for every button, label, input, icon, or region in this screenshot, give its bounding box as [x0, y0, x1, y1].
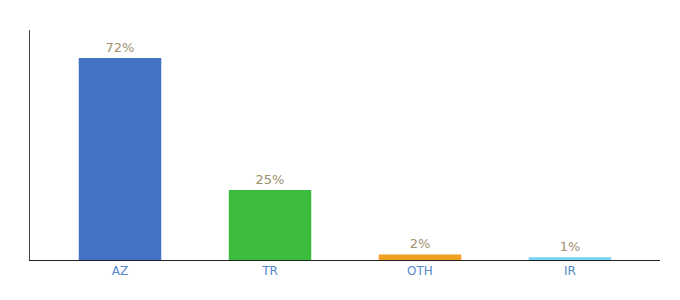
svg-text:2%: 2% — [410, 236, 431, 251]
svg-text:72%: 72% — [106, 40, 135, 55]
svg-text:AZ: AZ — [112, 264, 128, 278]
svg-text:25%: 25% — [256, 172, 285, 187]
svg-text:OTH: OTH — [407, 264, 433, 278]
svg-text:IR: IR — [564, 264, 576, 278]
svg-text:TR: TR — [261, 264, 278, 278]
svg-text:1%: 1% — [560, 239, 581, 254]
